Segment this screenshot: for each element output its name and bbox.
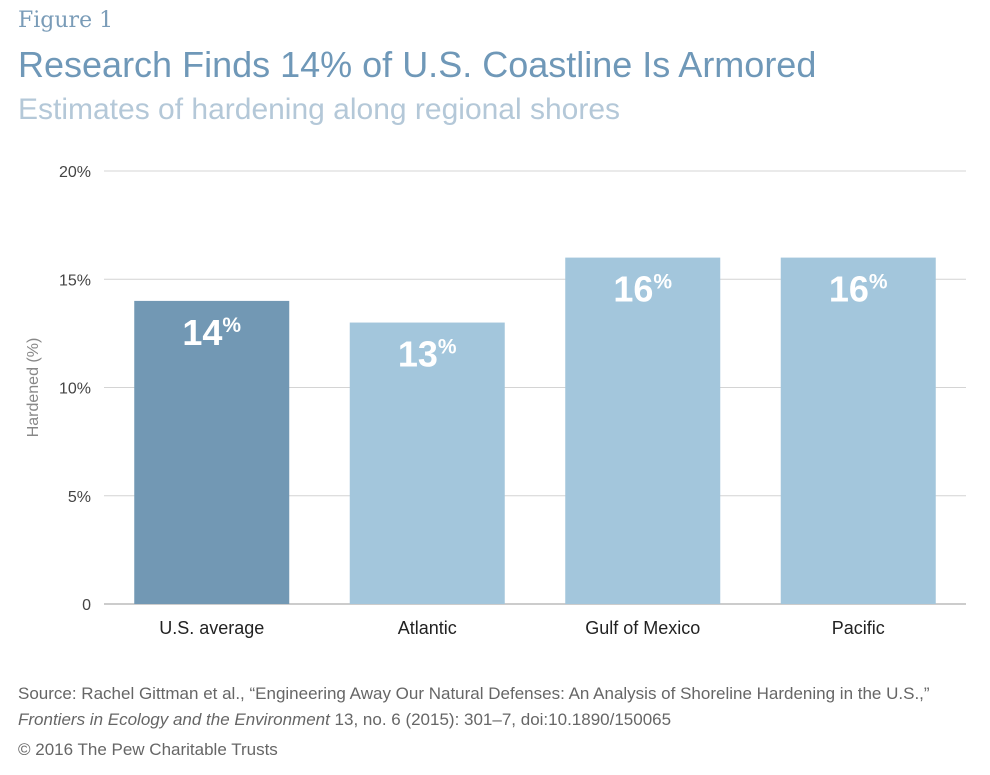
- y-tick-label: 15%: [59, 272, 91, 289]
- bar-chart: 0 5% 10% 15% 20% Hardened (%) 14% U.S. average 1…: [25, 164, 966, 638]
- figure-label: Figure 1: [18, 8, 114, 33]
- data-label: 16%: [613, 269, 672, 310]
- source-note: Source: Rachel Gittman et al., “Engineer…: [18, 681, 978, 733]
- source-line-2: Frontiers in Ecology and the Environment…: [18, 707, 978, 733]
- journal-title: Frontiers in Ecology and the Environment: [18, 710, 330, 729]
- y-axis-label: Hardened (%): [25, 338, 42, 438]
- y-tick-label: 5%: [68, 489, 91, 506]
- chart-subtitle: Estimates of hardening along regional sh…: [18, 93, 621, 126]
- source-line-1: Source: Rachel Gittman et al., “Engineer…: [18, 684, 930, 703]
- citation-details: 13, no. 6 (2015): 301–7, doi:10.1890/150…: [329, 710, 672, 729]
- category-label: U.S. average: [159, 618, 264, 638]
- data-label: 14%: [182, 312, 241, 353]
- y-tick-label: 20%: [59, 164, 91, 181]
- data-label: 16%: [829, 269, 888, 310]
- bar: [565, 257, 721, 604]
- chart-title: Research Finds 14% of U.S. Coastline Is …: [18, 44, 817, 85]
- category-label: Gulf of Mexico: [585, 618, 700, 638]
- y-tick-label: 0: [82, 597, 91, 614]
- bar: [134, 300, 290, 604]
- y-tick-label: 10%: [59, 381, 91, 398]
- bar: [349, 322, 505, 604]
- bar: [780, 257, 936, 604]
- copyright: © 2016 The Pew Charitable Trusts: [18, 740, 278, 759]
- data-label: 13%: [398, 334, 457, 375]
- category-label: Pacific: [832, 618, 885, 638]
- category-label: Atlantic: [398, 618, 457, 638]
